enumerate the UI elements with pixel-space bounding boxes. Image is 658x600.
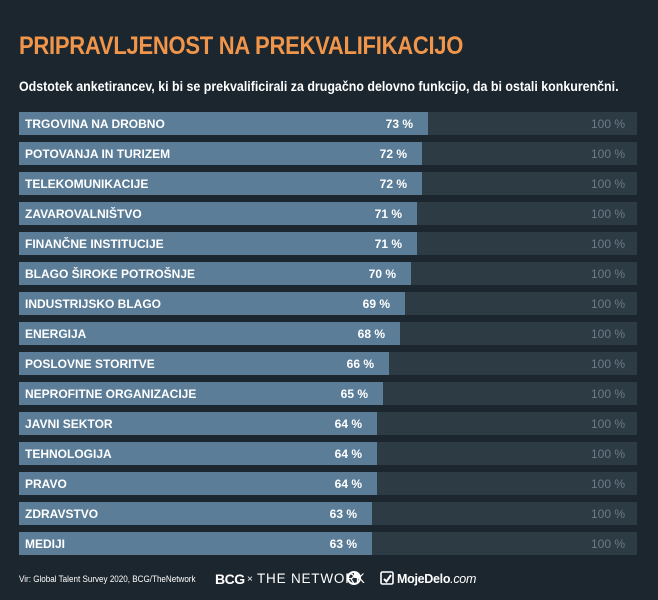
category-label: TRGOVINA NA DROBNO: [25, 117, 165, 131]
logo-separator: ×: [247, 574, 253, 585]
category-label: TEHNOLOGIJA: [25, 447, 112, 461]
max-label: 100 %: [590, 477, 625, 491]
bar-row: BLAGO ŠIROKE POTROŠNJE 70 % 100 %: [19, 262, 637, 285]
max-label: 100 %: [590, 447, 625, 461]
max-label: 100 %: [590, 537, 625, 551]
value-label: 72 %: [379, 147, 407, 161]
bar: [19, 382, 383, 405]
value-label: 70 %: [368, 267, 396, 281]
bar: [19, 412, 377, 435]
max-label: 100 %: [590, 237, 625, 251]
max-label: 100 %: [590, 297, 625, 311]
footer: Vir: Global Talent Survey 2020, BCG/TheN…: [19, 570, 639, 590]
mojedelo-logo: MojeDelo.com: [397, 572, 477, 586]
value-label: 63 %: [329, 507, 357, 521]
max-label: 100 %: [590, 507, 625, 521]
bar: [19, 202, 417, 225]
bar-row: POSLOVNE STORITVE 66 % 100 %: [19, 352, 637, 375]
category-label: NEPROFITNE ORGANIZACIJE: [25, 387, 197, 401]
mojedelo-logo-icon: [380, 571, 394, 585]
bar-row: MEDIJI 63 % 100 %: [19, 532, 637, 555]
value-label: 71 %: [374, 237, 402, 251]
bar: [19, 532, 372, 555]
bar-row: ENERGIJA 68 % 100 %: [19, 322, 637, 345]
chart-title: PRIPRAVLJENOST NA PREKVALIFIKACIJO: [19, 32, 464, 60]
bar: [19, 112, 428, 135]
bar-row: FINANČNE INSTITUCIJE 71 % 100 %: [19, 232, 637, 255]
value-label: 73 %: [385, 117, 413, 131]
bar-row: PRAVO 64 % 100 %: [19, 472, 637, 495]
value-label: 64 %: [334, 417, 362, 431]
category-label: INDUSTRIJSKO BLAGO: [25, 297, 162, 311]
bar: [19, 442, 377, 465]
value-label: 65 %: [340, 387, 368, 401]
category-label: POSLOVNE STORITVE: [25, 357, 155, 371]
chart-subtitle: Odstotek anketirancev, ki bi se prekvali…: [19, 79, 619, 94]
bar-row: TRGOVINA NA DROBNO 73 % 100 %: [19, 112, 637, 135]
max-label: 100 %: [590, 417, 625, 431]
bar-row: NEPROFITNE ORGANIZACIJE 65 % 100 %: [19, 382, 637, 405]
the-network-logo: THE NETWORK: [257, 571, 366, 586]
bar: [19, 352, 389, 375]
value-label: 64 %: [334, 477, 362, 491]
bar-row: TEHNOLOGIJA 64 % 100 %: [19, 442, 637, 465]
max-label: 100 %: [590, 387, 625, 401]
value-label: 64 %: [334, 447, 362, 461]
value-label: 69 %: [362, 297, 390, 311]
max-label: 100 %: [590, 267, 625, 281]
bcg-logo: BCG: [215, 571, 245, 587]
category-label: PRAVO: [25, 477, 67, 491]
bar-row: TELEKOMUNIKACIJE 72 % 100 %: [19, 172, 637, 195]
value-label: 68 %: [357, 327, 385, 341]
bar: [19, 262, 411, 285]
bar-row: ZAVAROVALNIŠTVO 71 % 100 %: [19, 202, 637, 225]
category-label: ZDRAVSTVO: [25, 507, 99, 521]
category-label: ENERGIJA: [25, 327, 87, 341]
bar-row: JAVNI SEKTOR 64 % 100 %: [19, 412, 637, 435]
value-label: 72 %: [379, 177, 407, 191]
bar: [19, 322, 400, 345]
category-label: MEDIJI: [25, 537, 66, 551]
category-label: JAVNI SEKTOR: [25, 417, 113, 431]
bar: [19, 172, 422, 195]
max-label: 100 %: [590, 357, 625, 371]
value-label: 71 %: [374, 207, 402, 221]
bar-row: ZDRAVSTVO 63 % 100 %: [19, 502, 637, 525]
value-label: 66 %: [346, 357, 374, 371]
max-label: 100 %: [590, 207, 625, 221]
category-label: BLAGO ŠIROKE POTROŠNJE: [25, 267, 196, 281]
the-network-icon: [347, 571, 361, 585]
value-label: 63 %: [329, 537, 357, 551]
category-label: FINANČNE INSTITUCIJE: [25, 237, 164, 251]
max-label: 100 %: [590, 177, 625, 191]
category-label: TELEKOMUNIKACIJE: [25, 177, 149, 191]
max-label: 100 %: [590, 327, 625, 341]
bar: [19, 142, 422, 165]
bar: [19, 232, 417, 255]
max-label: 100 %: [590, 147, 625, 161]
source-note: Vir: Global Talent Survey 2020, BCG/TheN…: [19, 574, 196, 585]
bar: [19, 502, 372, 525]
bar-row: POTOVANJA IN TURIZEM 72 % 100 %: [19, 142, 637, 165]
bar: [19, 472, 377, 495]
max-label: 100 %: [590, 117, 625, 131]
category-label: ZAVAROVALNIŠTVO: [25, 207, 142, 221]
bar-row: INDUSTRIJSKO BLAGO 69 % 100 %: [19, 292, 637, 315]
bar: [19, 292, 405, 315]
category-label: POTOVANJA IN TURIZEM: [25, 147, 171, 161]
